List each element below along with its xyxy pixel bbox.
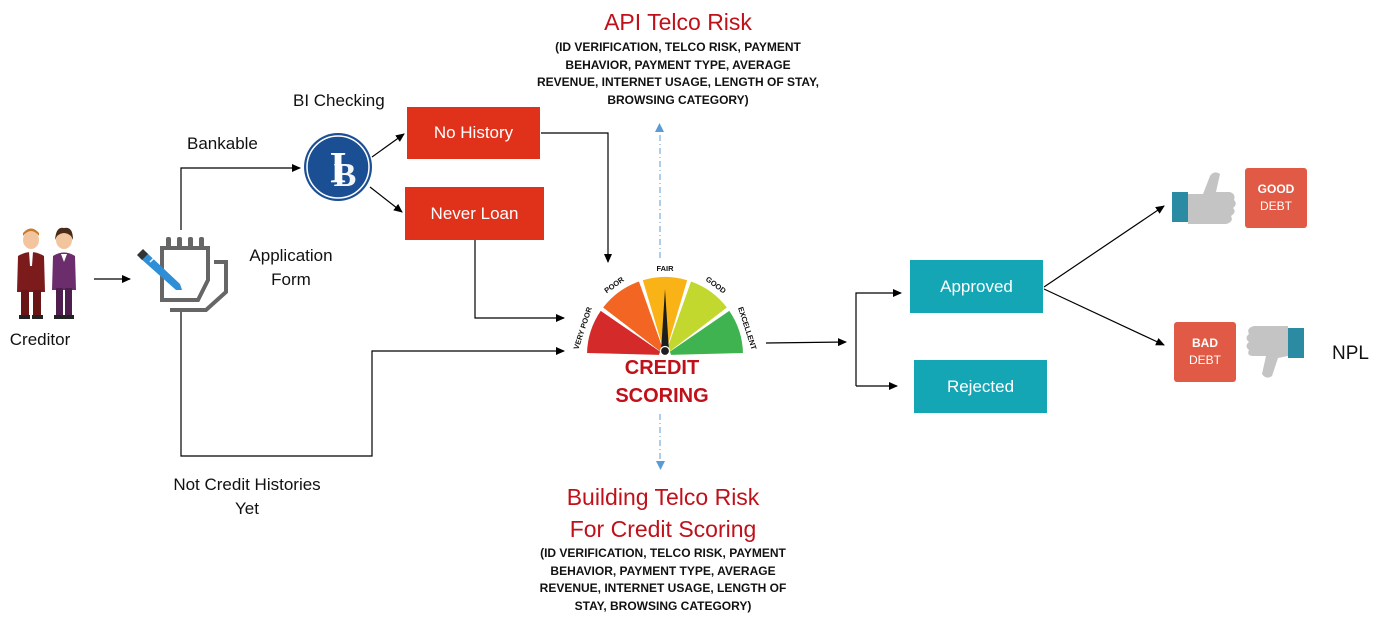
bankable-label: Bankable [187, 134, 258, 153]
credit-scoring-line1: CREDIT [624, 357, 700, 379]
not-credit-histories-label-line2: Yet [235, 499, 259, 518]
api-telco-line: REVENUE, INTERNET USAGE, LENGTH OF STAY, [536, 75, 820, 89]
building-telco-line: REVENUE, INTERNET USAGE, LENGTH OF [539, 581, 787, 595]
building-telco-line: BEHAVIOR, PAYMENT TYPE, AVERAGE [550, 563, 776, 578]
api-telco-line: BROWSING CATEGORY) [607, 92, 749, 107]
gauge-needle [661, 289, 669, 351]
arrow-to-approved [855, 289, 902, 386]
thumbs-up-icon [1172, 172, 1236, 224]
good-debt-badge-line2: DEBT [1259, 199, 1292, 213]
arrow-form-to-gauge [180, 312, 565, 457]
not-credit-histories-label-line1: Not Credit Histories [173, 475, 321, 494]
good-debt-badge-line1: GOOD [1257, 182, 1295, 196]
arrow-nohistory-to-gauge [541, 132, 612, 263]
gauge-label: FAIR [656, 264, 674, 273]
bad-debt-badge: BAD DEBT [1174, 322, 1236, 382]
bad-debt-badge-line2: DEBT [1188, 353, 1221, 367]
good-debt-badge: GOOD DEBT [1245, 168, 1307, 228]
api-telco-risk-title: API Telco Risk [604, 9, 752, 35]
arrow-bi-to-neverloan [369, 186, 403, 213]
arrow-neverloan-to-gauge [474, 240, 565, 322]
arrow-approved-to-good [1043, 205, 1165, 288]
rejected-box: Rejected [914, 360, 1047, 413]
bad-debt-badge-line1: BAD [1192, 336, 1218, 350]
bi-logo-icon: I B [304, 133, 372, 201]
building-telco-title-line1: Building Telco Risk [566, 484, 760, 510]
credit-scoring-title: CREDIT SCORING [590, 354, 734, 410]
building-telco-line: (ID VERIFICATION, TELCO RISK, PAYMENT [540, 546, 786, 560]
api-telco-line: (ID VERIFICATION, TELCO RISK, PAYMENT [555, 40, 801, 54]
building-telco-title-line2: For Credit Scoring [569, 516, 757, 542]
no-history-box: No History [407, 107, 540, 159]
gauge-segment-good [667, 281, 727, 352]
gauge-segment-poor [603, 281, 663, 352]
gauge-segment-excellent [669, 310, 743, 355]
building-telco-description: (ID VERIFICATION, TELCO RISK, PAYMENT BE… [508, 545, 818, 615]
credit-scoring-line2: SCORING [615, 385, 709, 407]
svg-text:B: B [334, 157, 357, 194]
building-telco-line: STAY, BROWSING CATEGORY) [574, 598, 752, 613]
never-loan-box: Never Loan [405, 187, 544, 240]
creditor-people-icon [17, 227, 76, 319]
application-form-icon [137, 237, 228, 312]
arrow-bi-to-nohistory [371, 133, 405, 158]
application-form-label-line1: Application [249, 246, 333, 265]
application-form-label-line2: Form [271, 270, 311, 289]
bi-checking-label: BI Checking [293, 91, 385, 110]
arrow-gauge-to-decision [765, 338, 847, 347]
svg-text:I: I [329, 143, 346, 192]
npl-label: NPL [1332, 343, 1369, 364]
creditor-label: Creditor [9, 330, 71, 349]
arrow-approved-to-bad [1043, 288, 1165, 346]
api-telco-line: BEHAVIOR, PAYMENT TYPE, AVERAGE [565, 57, 791, 72]
arrow-form-to-bi [180, 164, 301, 230]
gauge-segment-very-poor [587, 310, 661, 355]
thumbs-down-icon [1246, 326, 1304, 378]
gauge-needle-hub [659, 345, 671, 357]
approved-box: Approved [910, 260, 1043, 313]
api-telco-risk-description: (ID VERIFICATION, TELCO RISK, PAYMENT BE… [520, 39, 836, 109]
